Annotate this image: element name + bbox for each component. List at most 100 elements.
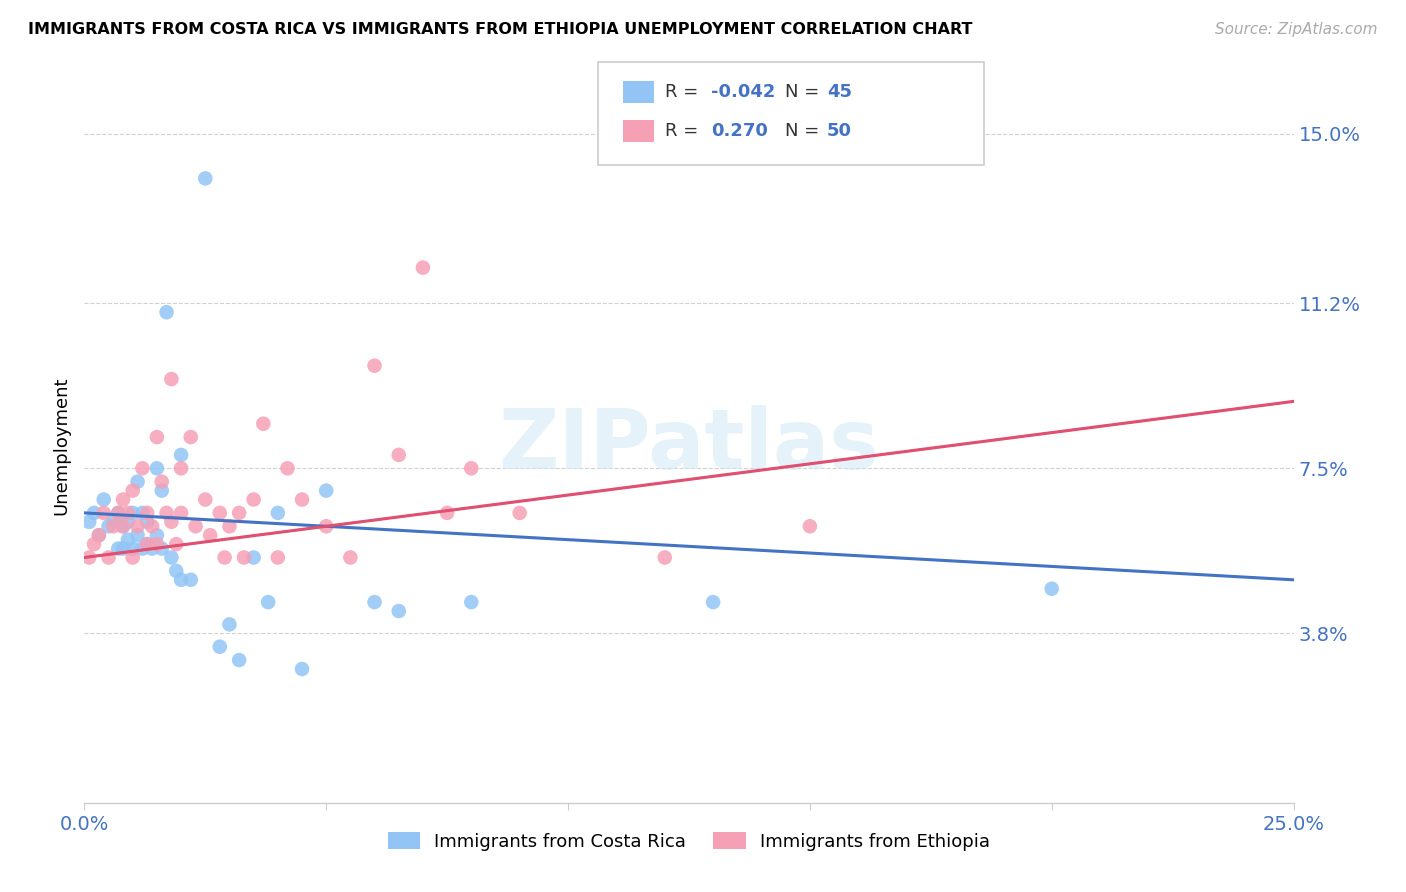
Point bbox=[77, 550, 100, 565]
Point bbox=[460, 461, 482, 475]
Point bbox=[180, 573, 202, 587]
Point bbox=[146, 528, 169, 542]
Point bbox=[83, 537, 105, 551]
Point bbox=[146, 430, 169, 444]
Point bbox=[170, 461, 193, 475]
Point bbox=[121, 550, 143, 565]
Point bbox=[654, 550, 676, 565]
Point bbox=[121, 506, 143, 520]
Point bbox=[160, 515, 183, 529]
Point bbox=[218, 617, 240, 632]
Point bbox=[702, 595, 724, 609]
Point bbox=[150, 541, 173, 556]
Point bbox=[107, 506, 129, 520]
Point bbox=[87, 528, 110, 542]
Point bbox=[112, 492, 135, 507]
Point bbox=[291, 662, 314, 676]
Point bbox=[127, 528, 149, 542]
Point bbox=[460, 595, 482, 609]
Point bbox=[103, 515, 125, 529]
Point bbox=[228, 506, 250, 520]
Text: 50: 50 bbox=[827, 122, 852, 140]
Point bbox=[117, 515, 139, 529]
Point bbox=[97, 550, 120, 565]
Point bbox=[170, 448, 193, 462]
Point bbox=[103, 519, 125, 533]
Text: ZIPatlas: ZIPatlas bbox=[499, 406, 879, 486]
Point bbox=[242, 550, 264, 565]
Point bbox=[363, 595, 385, 609]
Point bbox=[136, 537, 159, 551]
Point bbox=[155, 506, 177, 520]
Point bbox=[121, 483, 143, 498]
Point bbox=[160, 372, 183, 386]
Point bbox=[799, 519, 821, 533]
Point bbox=[170, 506, 193, 520]
Point bbox=[150, 483, 173, 498]
Point bbox=[228, 653, 250, 667]
Point bbox=[412, 260, 434, 275]
Point bbox=[93, 492, 115, 507]
Point bbox=[136, 515, 159, 529]
Point bbox=[436, 506, 458, 520]
Text: R =: R = bbox=[665, 122, 710, 140]
Point bbox=[267, 506, 290, 520]
Point bbox=[214, 550, 236, 565]
Point bbox=[117, 506, 139, 520]
Point bbox=[339, 550, 361, 565]
Point bbox=[180, 430, 202, 444]
Point bbox=[208, 640, 231, 654]
Text: R =: R = bbox=[665, 83, 704, 101]
Point bbox=[363, 359, 385, 373]
Point bbox=[218, 519, 240, 533]
Point bbox=[194, 492, 217, 507]
Y-axis label: Unemployment: Unemployment bbox=[52, 376, 70, 516]
Point bbox=[165, 537, 187, 551]
Legend: Immigrants from Costa Rica, Immigrants from Ethiopia: Immigrants from Costa Rica, Immigrants f… bbox=[380, 825, 998, 858]
Point bbox=[388, 604, 411, 618]
Point bbox=[112, 519, 135, 533]
Text: N =: N = bbox=[785, 83, 824, 101]
Point bbox=[117, 533, 139, 547]
Point bbox=[87, 528, 110, 542]
Point bbox=[77, 515, 100, 529]
Point bbox=[131, 461, 153, 475]
Point bbox=[131, 506, 153, 520]
Point bbox=[194, 171, 217, 186]
Point bbox=[107, 541, 129, 556]
Point bbox=[136, 506, 159, 520]
Point bbox=[155, 305, 177, 319]
Point bbox=[107, 506, 129, 520]
Point bbox=[83, 506, 105, 520]
Text: Source: ZipAtlas.com: Source: ZipAtlas.com bbox=[1215, 22, 1378, 37]
Point bbox=[184, 519, 207, 533]
Point bbox=[208, 506, 231, 520]
Point bbox=[112, 519, 135, 533]
Point bbox=[127, 519, 149, 533]
Point bbox=[233, 550, 256, 565]
Point bbox=[127, 475, 149, 489]
Point bbox=[252, 417, 274, 431]
Point bbox=[257, 595, 280, 609]
Point bbox=[170, 573, 193, 587]
Point bbox=[141, 519, 163, 533]
Point bbox=[509, 506, 531, 520]
Point bbox=[160, 550, 183, 565]
Point bbox=[198, 528, 221, 542]
Point bbox=[146, 537, 169, 551]
Point bbox=[121, 541, 143, 556]
Text: 0.270: 0.270 bbox=[711, 122, 768, 140]
Text: -0.042: -0.042 bbox=[711, 83, 776, 101]
Text: 45: 45 bbox=[827, 83, 852, 101]
Point bbox=[291, 492, 314, 507]
Point bbox=[141, 541, 163, 556]
Point bbox=[1040, 582, 1063, 596]
Point bbox=[276, 461, 298, 475]
Text: N =: N = bbox=[785, 122, 824, 140]
Point bbox=[146, 461, 169, 475]
Point bbox=[131, 541, 153, 556]
Text: IMMIGRANTS FROM COSTA RICA VS IMMIGRANTS FROM ETHIOPIA UNEMPLOYMENT CORRELATION : IMMIGRANTS FROM COSTA RICA VS IMMIGRANTS… bbox=[28, 22, 973, 37]
Point bbox=[315, 483, 337, 498]
Point bbox=[93, 506, 115, 520]
Point bbox=[136, 537, 159, 551]
